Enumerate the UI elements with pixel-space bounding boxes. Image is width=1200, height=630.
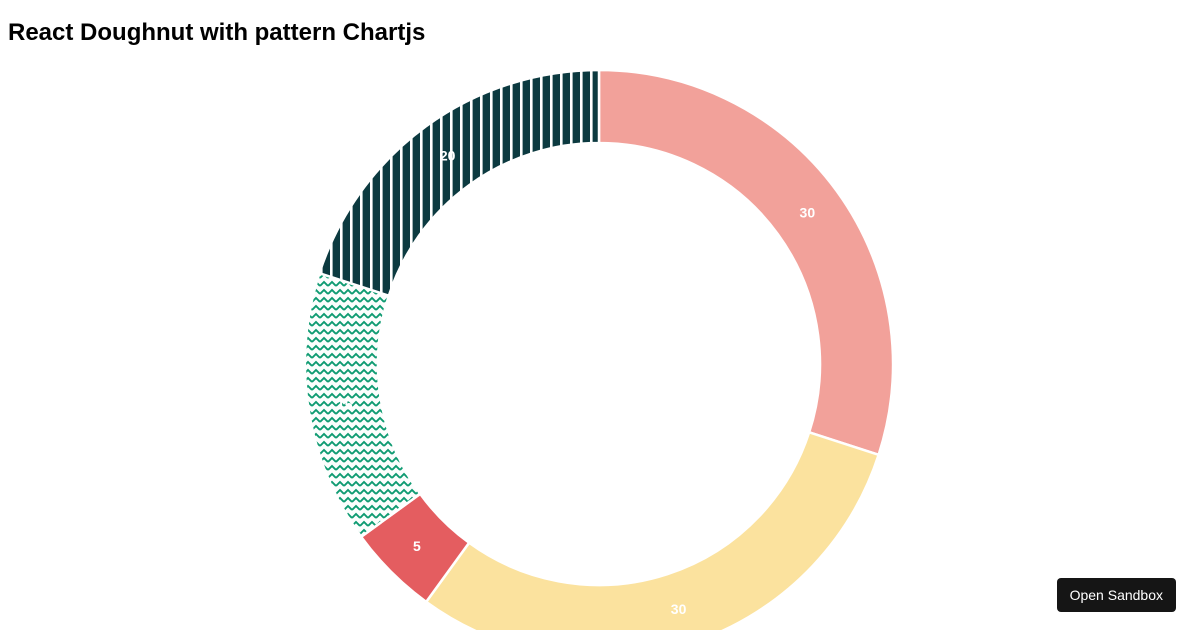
doughnut-data-labels: 30 30 5 15 20 [337,148,815,617]
doughnut-segments [303,68,895,630]
doughnut-segment-3[interactable] [303,271,422,539]
doughnut-segment-0[interactable] [597,68,895,457]
data-label-1: 30 [671,601,687,617]
data-label-0: 30 [800,205,816,221]
open-sandbox-button[interactable]: Open Sandbox [1056,578,1176,612]
doughnut-segment-4[interactable] [317,68,601,298]
page-title: React Doughnut with pattern Chartjs [8,19,426,46]
data-label-4: 20 [440,148,456,164]
doughnut-segment-1[interactable] [424,430,881,630]
data-label-3: 15 [337,396,353,412]
data-label-2: 5 [413,538,421,554]
